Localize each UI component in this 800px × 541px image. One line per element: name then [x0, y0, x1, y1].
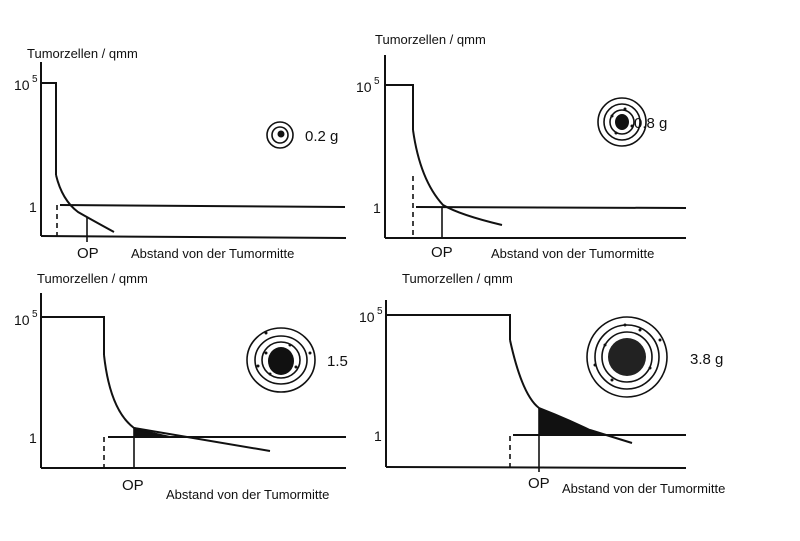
op-label: OP	[122, 477, 144, 494]
panel-2-15g: Tumorzellen / qmm 10 5 1 OP Abstand von …	[14, 271, 360, 502]
x-axis-label: Abstand von der Tumormitte	[166, 487, 329, 502]
tumor-core-level	[41, 82, 57, 175]
tumor-icon	[246, 327, 316, 393]
cell-density-curve	[103, 354, 171, 438]
cell-density-curve	[55, 174, 115, 233]
op-label: OP	[431, 244, 453, 261]
threshold-line	[415, 206, 687, 209]
y-tick-high: 10	[14, 77, 30, 93]
y-tick-high-exponent: 5	[377, 306, 383, 317]
x-axis-label: Abstand von der Tumormitte	[131, 246, 294, 261]
y-axis-label: Tumorzellen / qmm	[27, 46, 138, 61]
y-tick-high: 10	[359, 309, 375, 325]
y-axis-label: Tumorzellen / qmm	[37, 271, 148, 286]
tumor-weight: 3.8 g	[690, 351, 723, 368]
y-tick-high-exponent: 5	[32, 309, 38, 320]
x-axis-label: Abstand von der Tumormitte	[562, 481, 725, 496]
panel-0-2g: Tumorzellen / qmm 10 5 1 OP Abstand von …	[14, 46, 347, 262]
tumor-icon	[586, 316, 668, 398]
panel-3-38g: Tumorzellen / qmm 10 5 1 OP Abstand von …	[359, 271, 725, 496]
y-tick-low: 1	[29, 199, 37, 215]
density-tail	[589, 429, 633, 444]
tumor-icon	[266, 121, 294, 149]
y-tick-high-exponent: 5	[374, 76, 380, 87]
y-tick-high: 10	[356, 79, 372, 95]
y-tick-high: 10	[14, 312, 30, 328]
y-tick-low: 1	[374, 428, 382, 444]
x-axis-label: Abstand von der Tumormitte	[491, 246, 654, 261]
tumor-core-level	[41, 316, 105, 355]
op-label: OP	[528, 475, 550, 492]
tumor-icon	[597, 97, 647, 147]
density-tail	[133, 427, 271, 452]
tumor-core-level	[385, 84, 414, 130]
y-tick-low: 1	[29, 430, 37, 446]
panel-1-08g: Tumorzellen / qmm 10 5 1 OP Abstand von …	[356, 32, 687, 261]
tumor-weight: 0.8 g	[634, 115, 667, 132]
cell-density-curve	[412, 129, 503, 226]
tumor-weight: 0.2 g	[305, 128, 338, 145]
tumor-weight: 1.5 g	[327, 353, 360, 370]
tumor-core-level	[386, 314, 511, 340]
y-tick-low: 1	[373, 200, 381, 216]
y-tick-high-exponent: 5	[32, 74, 38, 85]
x-axis	[40, 235, 347, 239]
residual-tumor-area	[134, 428, 170, 437]
x-axis	[385, 466, 687, 469]
y-axis-label: Tumorzellen / qmm	[402, 271, 513, 286]
y-axis-label: Tumorzellen / qmm	[375, 32, 486, 47]
op-label: OP	[77, 245, 99, 262]
threshold-line	[59, 204, 346, 208]
